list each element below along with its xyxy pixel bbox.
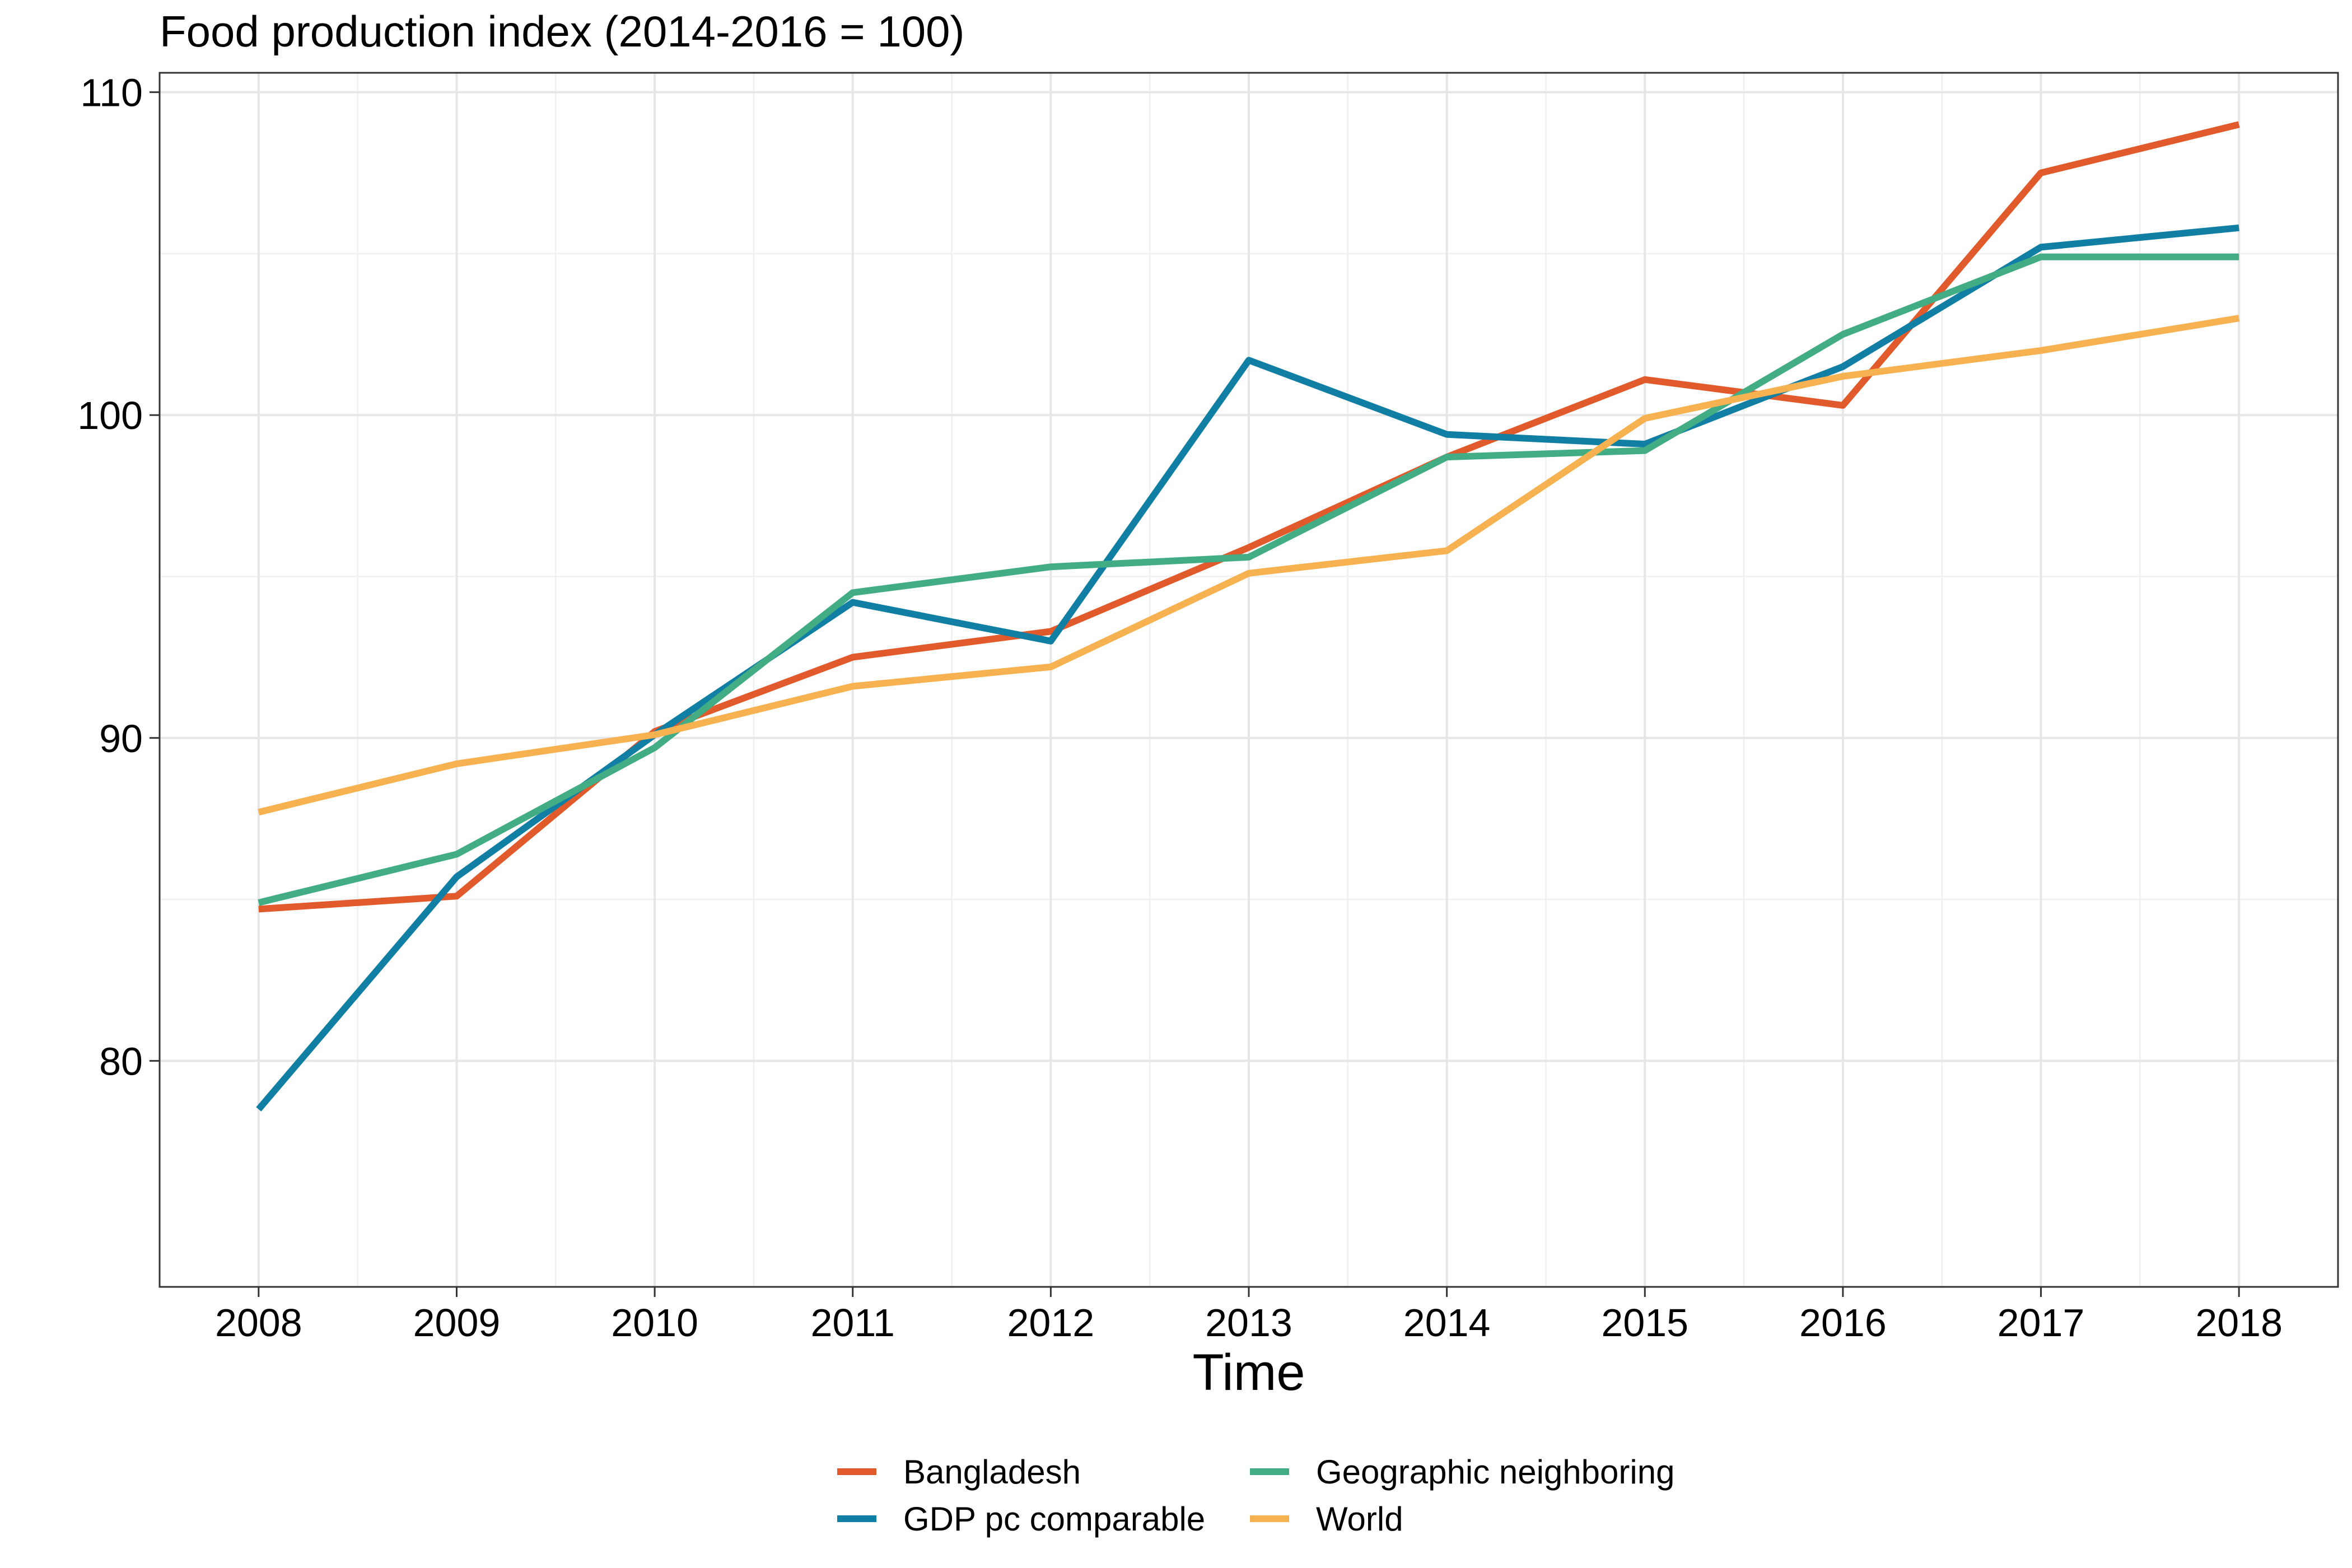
series-lines [256, 121, 2240, 1112]
x-tick-label: 2008 [215, 1301, 302, 1345]
x-axis: 2008 2009 2010 2011 2012 2013 2014 2015 2016 2017… [215, 1287, 2283, 1345]
y-tick-label: 90 [99, 717, 143, 760]
x-tick-label: 2013 [1205, 1301, 1292, 1345]
chart-title: Food production index (2014-2016 = 100) [160, 7, 965, 56]
legend-item-geographic-neighboring: Geographic neighboring [1250, 1453, 1674, 1491]
legend-item-world: World [1250, 1500, 1403, 1538]
y-axis: 80 90 100 110 [77, 71, 160, 1083]
x-tick-label: 2018 [2195, 1301, 2283, 1345]
legend-label: GDP pc comparable [903, 1500, 1205, 1538]
legend-label: Geographic neighboring [1316, 1453, 1674, 1491]
series-line-world [258, 315, 2240, 816]
x-tick-label: 2017 [1998, 1301, 2085, 1345]
x-tick-label: 2015 [1601, 1301, 1688, 1345]
y-tick-label: 80 [99, 1039, 143, 1083]
x-axis-label: Time [1192, 1344, 1305, 1401]
grid-lines [160, 73, 2338, 1287]
x-tick-label: 2016 [1799, 1301, 1887, 1345]
x-tick-label: 2010 [611, 1301, 698, 1345]
legend-label: World [1316, 1500, 1403, 1538]
legend-item-bangladesh: Bangladesh [837, 1453, 1081, 1491]
legend-label: Bangladesh [903, 1453, 1081, 1491]
y-tick-label: 100 [77, 394, 143, 437]
series-line-geographic-neighboring [258, 253, 2239, 906]
x-tick-label: 2009 [413, 1301, 501, 1345]
x-tick-label: 2012 [1007, 1301, 1094, 1345]
y-tick-label: 110 [80, 71, 143, 115]
legend-item-gdp-pc-comparable: GDP pc comparable [837, 1500, 1205, 1538]
x-tick-label: 2014 [1403, 1301, 1491, 1345]
x-tick-label: 2011 [810, 1301, 895, 1345]
legend: Bangladesh GDP pc comparable Geographic ne… [837, 1453, 1674, 1538]
